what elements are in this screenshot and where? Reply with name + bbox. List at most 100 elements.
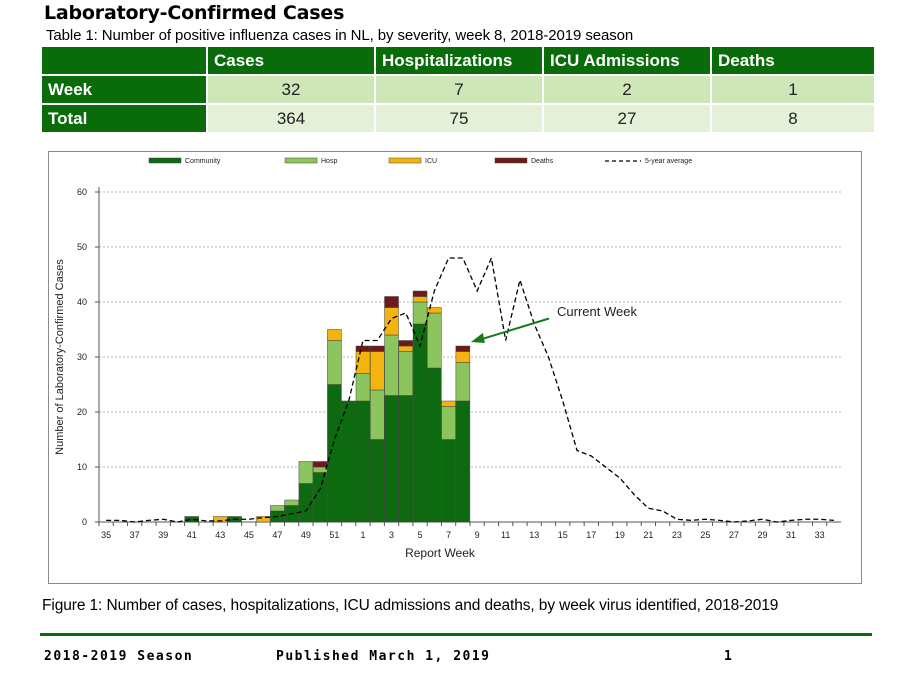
bar-segment-icu (213, 516, 228, 523)
table-row-total: Total 364 75 27 8 (42, 105, 874, 132)
y-tick-label: 0 (82, 517, 87, 527)
current-week-arrow (478, 317, 550, 341)
bar-segment-hosp (370, 389, 385, 440)
legend-label-average: 5-year average (645, 158, 692, 165)
bar-segment-icu (327, 329, 342, 341)
footer-page-number: 1 (724, 649, 734, 664)
bar-segment-deaths (398, 340, 414, 347)
y-tick-label: 20 (77, 407, 87, 417)
bar-segment-icu (427, 307, 442, 314)
bar-segment-icu (370, 351, 385, 391)
bar-segment-community (441, 439, 456, 523)
y-tick-label: 50 (77, 242, 87, 252)
bar-segment-hosp (312, 466, 328, 473)
legend-swatch-deaths (494, 157, 528, 164)
bar-segment-icu (255, 516, 271, 523)
legend-swatch-icu (388, 157, 422, 164)
bar-segment-hosp (398, 351, 414, 396)
x-tick-label: 7 (446, 530, 451, 540)
bar-segment-icu (384, 307, 399, 336)
bar-segment-icu (398, 345, 414, 352)
column-header-hospitalizations: Hospitalizations (376, 47, 542, 74)
bar-segment-community (427, 367, 442, 523)
bar-segment-community (455, 400, 471, 523)
table-caption: Table 1: Number of positive influenza ca… (46, 27, 634, 44)
bar-segment-community (370, 439, 385, 523)
cell-total-icu: 27 (544, 105, 710, 132)
y-tick-label: 40 (77, 297, 87, 307)
x-tick-label: 15 (558, 530, 568, 540)
x-tick-label: 23 (672, 530, 682, 540)
severity-table: Cases Hospitalizations ICU Admissions De… (40, 45, 876, 134)
y-tick-label: 10 (77, 462, 87, 472)
bar-segment-deaths (370, 345, 385, 352)
legend-label-deaths: Deaths (531, 158, 554, 165)
bar-segment-icu (441, 400, 456, 407)
bar-segment-hosp (284, 499, 299, 506)
x-tick-label: 13 (529, 530, 539, 540)
bar-segment-hosp (327, 340, 342, 385)
column-header-deaths: Deaths (712, 47, 874, 74)
cell-total-deaths: 8 (712, 105, 874, 132)
x-tick-label: 27 (729, 530, 739, 540)
x-tick-label: 17 (586, 530, 596, 540)
table-row-week: Week 32 7 2 1 (42, 76, 874, 103)
x-tick-label: 31 (786, 530, 796, 540)
legend-swatch-hosp (284, 157, 318, 164)
table-corner-cell (42, 47, 206, 74)
bar-segment-hosp (298, 461, 314, 484)
legend-label-community: Community (185, 158, 221, 165)
bar-segment-deaths (384, 296, 399, 308)
legend-label-icu: ICU (425, 158, 437, 165)
table-header-row: Cases Hospitalizations ICU Admissions De… (42, 47, 874, 74)
x-tick-label: 3 (389, 530, 394, 540)
x-tick-label: 43 (215, 530, 225, 540)
x-tick-label: 37 (130, 530, 140, 540)
y-axis-title: Number of Laboratory-Confirmed Cases (54, 259, 66, 455)
bar-segment-icu (412, 296, 428, 303)
bar-segment-hosp (427, 312, 442, 369)
column-header-icu: ICU Admissions (544, 47, 710, 74)
y-tick-label: 30 (77, 352, 87, 362)
x-tick-label: 19 (615, 530, 625, 540)
page-heading: Laboratory-Confirmed Cases (44, 2, 345, 24)
bar-segment-deaths (355, 345, 371, 352)
x-tick-label: 1 (360, 530, 365, 540)
x-tick-label: 9 (475, 530, 480, 540)
cell-total-cases: 364 (208, 105, 374, 132)
bar-segment-community (327, 384, 342, 523)
x-tick-label: 5 (418, 530, 423, 540)
x-tick-label: 41 (187, 530, 197, 540)
bar-segment-community (355, 400, 371, 523)
bar-segment-hosp (355, 373, 371, 402)
current-week-arrowhead (470, 333, 485, 343)
x-tick-label: 47 (272, 530, 282, 540)
bar-segment-community (412, 323, 428, 523)
average-line (106, 255, 834, 523)
legend-label-hosp: Hosp (321, 158, 337, 165)
cell-week-cases: 32 (208, 76, 374, 103)
x-tick-label: 35 (101, 530, 111, 540)
column-header-cases: Cases (208, 47, 374, 74)
chart-container: 0 10 20 30 40 50 60 35 37 39 41 43 45 47 49 51 1 3 5 7 9 11 13… (48, 151, 862, 584)
x-tick-label: 21 (643, 530, 653, 540)
bar-segment-hosp (270, 505, 285, 512)
bar-segment-icu (355, 351, 371, 374)
bar-segment-deaths (455, 345, 471, 352)
footer-season: 2018-2019 Season (44, 649, 194, 664)
bar-segment-community (341, 400, 356, 523)
bar-segment-hosp (441, 406, 456, 440)
x-axis-title: Report Week (405, 546, 476, 560)
x-tick-label: 11 (501, 530, 510, 540)
cell-total-hospitalizations: 75 (376, 105, 542, 132)
bar-segment-icu (455, 351, 471, 363)
cell-week-hospitalizations: 7 (376, 76, 542, 103)
bar-segment-hosp (455, 362, 471, 402)
y-tick-label: 60 (77, 187, 87, 197)
cell-week-icu: 2 (544, 76, 710, 103)
bar-segment-community (398, 395, 414, 523)
x-tick-label: 51 (329, 530, 339, 540)
bar-segment-community (184, 516, 199, 523)
bar-segment-hosp (384, 334, 399, 396)
